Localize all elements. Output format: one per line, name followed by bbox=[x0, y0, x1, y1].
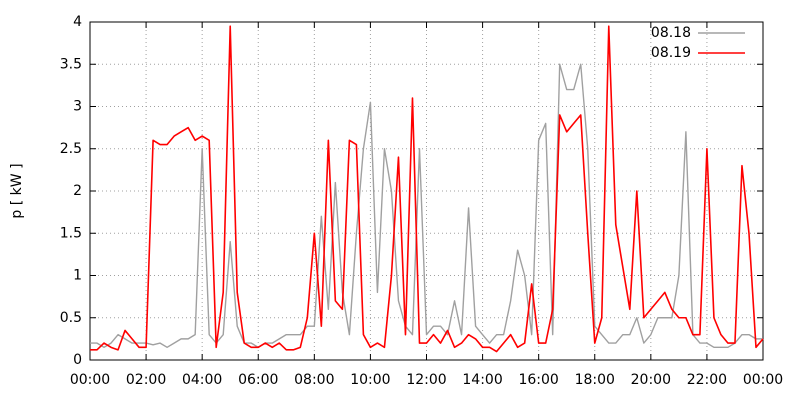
x-tick-label: 08:00 bbox=[294, 372, 334, 388]
x-tick-label: 06:00 bbox=[238, 372, 278, 388]
y-tick-label: 2.5 bbox=[60, 141, 82, 157]
y-tick-label: 4 bbox=[73, 14, 82, 30]
x-tick-label: 14:00 bbox=[462, 372, 502, 388]
series-line bbox=[90, 63, 763, 349]
series-line bbox=[90, 25, 764, 353]
x-tick-label: 00:00 bbox=[743, 372, 783, 388]
y-tick-label: 0 bbox=[73, 352, 82, 368]
x-tick-label: 20:00 bbox=[631, 372, 671, 388]
y-tick-label: 1 bbox=[73, 268, 82, 284]
x-tick-label: 12:00 bbox=[406, 372, 446, 388]
x-tick-label: 04:00 bbox=[182, 372, 222, 388]
y-tick-label: 3 bbox=[73, 99, 82, 115]
x-tick-label: 18:00 bbox=[575, 372, 615, 388]
x-tick-label: 00:00 bbox=[70, 372, 110, 388]
x-tick-label: 22:00 bbox=[687, 372, 727, 388]
y-tick-label: 1.5 bbox=[60, 225, 82, 241]
legend-label: 08.18 bbox=[651, 25, 691, 41]
x-tick-label: 16:00 bbox=[518, 372, 558, 388]
y-tick-label: 3.5 bbox=[60, 56, 82, 72]
x-tick-label: 02:00 bbox=[126, 372, 166, 388]
y-tick-label: 0.5 bbox=[60, 310, 82, 326]
x-tick-label: 10:00 bbox=[350, 372, 390, 388]
y-axis-label: p [ kW ] bbox=[9, 163, 25, 218]
y-tick-label: 2 bbox=[73, 183, 82, 199]
legend-label: 08.19 bbox=[651, 45, 691, 61]
plot-frame bbox=[89, 21, 764, 361]
